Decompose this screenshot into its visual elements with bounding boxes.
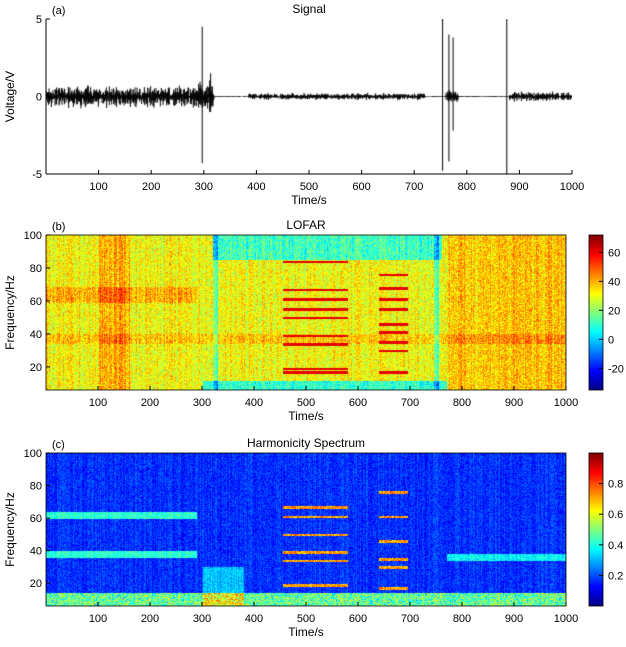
- x-tick-label: 600: [352, 181, 370, 193]
- y-tick-label: 20: [30, 362, 42, 374]
- lofar-heatmap: [46, 235, 566, 390]
- x-tick-label: 400: [245, 613, 263, 625]
- colorbar-tick-label: 0.4: [608, 540, 623, 552]
- x-tick-label: 1000: [554, 397, 578, 409]
- x-tick-label: 800: [453, 397, 471, 409]
- x-tick-label: 500: [300, 181, 318, 193]
- panel-label: (c): [52, 439, 65, 451]
- y-axis-label: Frequency/Hz: [3, 492, 17, 567]
- x-axis-label: Time/s: [291, 193, 327, 207]
- panel-label: (a): [52, 5, 65, 17]
- x-axis-label: Time/s: [288, 625, 324, 639]
- x-tick-label: 800: [453, 613, 471, 625]
- x-tick-label: 900: [505, 397, 523, 409]
- colorbar-tick-label: 0.6: [608, 509, 623, 521]
- x-tick-label: 100: [89, 181, 107, 193]
- chart-title: Signal: [292, 2, 325, 16]
- y-tick-label: 0: [36, 92, 42, 104]
- colorbar-tick-label: 40: [608, 276, 620, 288]
- y-tick-label: 40: [30, 329, 42, 341]
- plot-frame: [45, 234, 567, 391]
- y-axis-label: Frequency/Hz: [3, 275, 17, 350]
- x-tick-label: 400: [247, 181, 265, 193]
- y-tick-label: -5: [32, 169, 42, 181]
- y-tick-label: 20: [30, 578, 42, 590]
- y-tick-label: 100: [24, 230, 42, 242]
- x-tick-label: 300: [193, 613, 211, 625]
- colorbar-tick-label: 0.2: [608, 570, 623, 582]
- x-tick-label: 800: [458, 181, 476, 193]
- lofar-colorbar: [589, 235, 603, 390]
- y-tick-label: 80: [30, 481, 42, 493]
- x-tick-label: 700: [401, 613, 419, 625]
- colorbar-tick-label: -20: [608, 363, 624, 375]
- x-tick-label: 200: [141, 397, 159, 409]
- x-axis-label: Time/s: [288, 409, 324, 423]
- x-tick-label: 200: [142, 181, 160, 193]
- y-tick-label: 60: [30, 296, 42, 308]
- y-tick-label: 100: [24, 448, 42, 460]
- signal-trace: [46, 19, 572, 174]
- x-tick-label: 1000: [560, 181, 584, 193]
- x-tick-label: 600: [349, 397, 367, 409]
- x-tick-label: 500: [297, 397, 315, 409]
- colorbar-tick-label: 0.8: [608, 479, 623, 491]
- x-tick-label: 300: [193, 397, 211, 409]
- x-tick-label: 1000: [554, 613, 578, 625]
- x-tick-label: 900: [505, 613, 523, 625]
- harmonicity-colorbar: [589, 453, 603, 606]
- y-axis-label: Voltage/V: [3, 71, 17, 122]
- plot-frame: [45, 452, 567, 607]
- y-tick-label: 80: [30, 263, 42, 275]
- colorbar-tick-label: 20: [608, 305, 620, 317]
- x-tick-label: 500: [297, 613, 315, 625]
- x-tick-label: 700: [405, 181, 423, 193]
- y-tick-label: 40: [30, 546, 42, 558]
- colorbar-frame: [588, 234, 604, 391]
- harmonicity-heatmap: [46, 453, 566, 606]
- x-tick-label: 700: [401, 397, 419, 409]
- x-tick-label: 900: [510, 181, 528, 193]
- x-tick-label: 600: [349, 613, 367, 625]
- colorbar-tick-label: 0: [608, 334, 614, 346]
- colorbar-frame: [588, 452, 604, 607]
- x-tick-label: 200: [141, 613, 159, 625]
- panel-label: (b): [52, 221, 65, 233]
- colorbar-tick-label: 60: [608, 247, 620, 259]
- chart-title: Harmonicity Spectrum: [247, 436, 365, 450]
- y-tick-label: 60: [30, 513, 42, 525]
- x-tick-label: 100: [89, 397, 107, 409]
- chart-title: LOFAR: [286, 218, 326, 232]
- x-tick-label: 400: [245, 397, 263, 409]
- y-tick-label: 5: [36, 14, 42, 26]
- x-tick-label: 300: [195, 181, 213, 193]
- x-tick-label: 100: [89, 613, 107, 625]
